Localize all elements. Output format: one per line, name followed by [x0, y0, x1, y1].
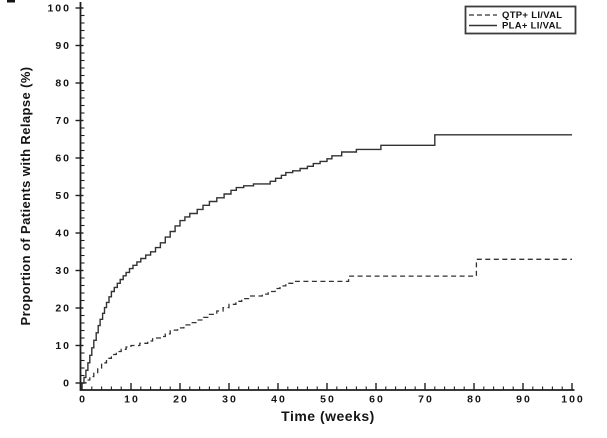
- legend-label-qtp: QTP+ LI/VAL: [502, 10, 562, 21]
- x-tick-label: 40: [271, 394, 287, 406]
- x-tick-label: 10: [124, 394, 140, 406]
- legend: QTP+ LI/VAL PLA+ LI/VAL: [464, 5, 577, 35]
- y-tick-label: 40: [55, 228, 71, 240]
- y-tick-label: 0: [63, 378, 71, 390]
- x-tick-label: 30: [222, 394, 238, 406]
- x-tick-label: 60: [369, 394, 385, 406]
- y-tick-label: 50: [55, 190, 71, 202]
- qtp-curve: [82, 258, 572, 384]
- axes: [79, 2, 575, 391]
- axis-ticks: [75, 7, 573, 390]
- y-tick-label: 80: [55, 78, 71, 90]
- x-tick-label: 50: [320, 394, 336, 406]
- legend-box: [464, 5, 577, 35]
- scan-artifact-mark: [7, 0, 15, 3]
- pla-curve: [82, 134, 572, 384]
- x-tick-label: 90: [516, 394, 532, 406]
- y-tick-label: 20: [55, 303, 71, 315]
- y-tick-label: 60: [55, 153, 71, 165]
- axis-tick-labels: 0 10 20 30 40 50 60 70 80 90 100 0 10 20 30 40 50 60 70 80 9…: [47, 3, 585, 406]
- x-tick-label: 100: [561, 394, 585, 406]
- y-tick-label: 10: [55, 340, 71, 352]
- y-tick-label: 70: [55, 115, 71, 127]
- y-tick-label: 90: [55, 40, 71, 52]
- y-axis-title: Proportion of Patients with Relapse (%): [18, 66, 33, 325]
- axis-lines: [79, 2, 575, 391]
- legend-label-pla: PLA+ LI/VAL: [502, 21, 562, 32]
- y-tick-label: 30: [55, 265, 71, 277]
- survival-curves: [82, 134, 572, 384]
- x-tick-label: 0: [79, 394, 87, 406]
- x-tick-label: 70: [418, 394, 434, 406]
- x-tick-label: 80: [467, 394, 483, 406]
- x-axis-title: Time (weeks): [281, 408, 375, 424]
- x-tick-label: 20: [173, 394, 189, 406]
- y-tick-label: 100: [47, 3, 71, 15]
